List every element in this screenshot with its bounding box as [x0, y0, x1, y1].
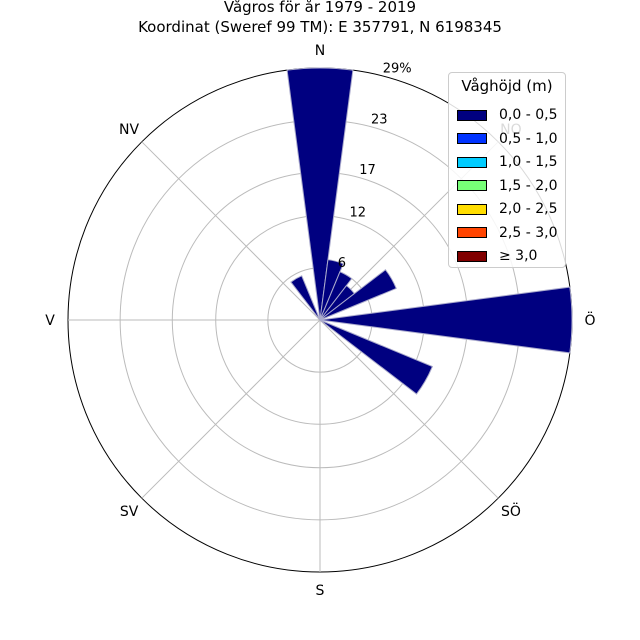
legend-swatch [457, 133, 487, 144]
radial-tick-label: 12 [349, 205, 366, 220]
legend-swatch [457, 203, 487, 215]
grid-spoke [319, 319, 499, 499]
rose-bar [319, 286, 573, 354]
radial-tick-label: 23 [371, 112, 388, 127]
legend-swatch [457, 227, 487, 238]
legend-swatch [457, 180, 487, 191]
direction-label: Ö [584, 311, 595, 329]
legend-title: Våghöjd (m) [461, 77, 553, 95]
rose-bar [319, 269, 397, 321]
direction-label: NV [119, 122, 139, 138]
legend: Våghöjd (m) 0,0 - 0,5 0,5 - 1,0 1,0 - 1,5 1… [448, 72, 566, 268]
legend-swatch [457, 156, 487, 168]
legend-label: 2,5 - 3,0 [499, 224, 558, 241]
direction-labels: NNOÖSÖSSVVNV [45, 43, 595, 599]
direction-label: S [316, 583, 325, 599]
legend-item: ≥ 3,0 [457, 246, 537, 266]
rose-bar [286, 67, 354, 321]
legend-swatch [457, 250, 487, 262]
legend-item: 1,0 - 1,5 [457, 152, 557, 172]
legend-item: 2,0 - 2,5 [457, 199, 557, 219]
legend-item: 0,5 - 1,0 [457, 129, 557, 149]
legend-swatch [457, 109, 487, 121]
legend-label: 1,0 - 1,5 [499, 154, 558, 170]
legend-label: 0,5 - 1,0 [499, 130, 558, 147]
chart-subtitle: Koordinat (Sweref 99 TM): E 357791, N 61… [138, 18, 502, 36]
rose-bar [319, 271, 353, 321]
radial-tick-label: 17 [359, 163, 376, 178]
direction-label: V [45, 313, 55, 329]
legend-item: 2,5 - 3,0 [457, 223, 557, 243]
radial-tick-label: 29% [383, 61, 412, 76]
legend-label: 1,5 - 2,0 [499, 177, 558, 194]
radial-tick-label: 6 [338, 256, 346, 271]
rose-bar [290, 275, 321, 321]
grid-spoke [141, 319, 321, 499]
rose-bar [319, 319, 434, 395]
legend-label: 2,0 - 2,5 [499, 201, 558, 217]
chart-title: Vågros för år 1979 - 2019 [223, 0, 417, 16]
direction-label: SÖ [501, 502, 521, 520]
direction-label: N [315, 43, 325, 59]
legend-item: 0,0 - 0,5 [457, 105, 557, 125]
grid-spoke [141, 141, 321, 321]
direction-label: SV [120, 504, 139, 520]
legend-label: 0,0 - 0,5 [499, 107, 558, 123]
legend-label: ≥ 3,0 [499, 248, 538, 264]
legend-item: 1,5 - 2,0 [457, 176, 557, 196]
radial-tick-labels: 6 12 17 23 29% [338, 61, 412, 271]
direction-bars [286, 67, 573, 395]
